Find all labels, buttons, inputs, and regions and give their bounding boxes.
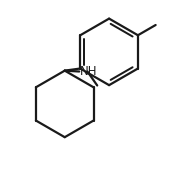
- Text: NH: NH: [80, 65, 98, 78]
